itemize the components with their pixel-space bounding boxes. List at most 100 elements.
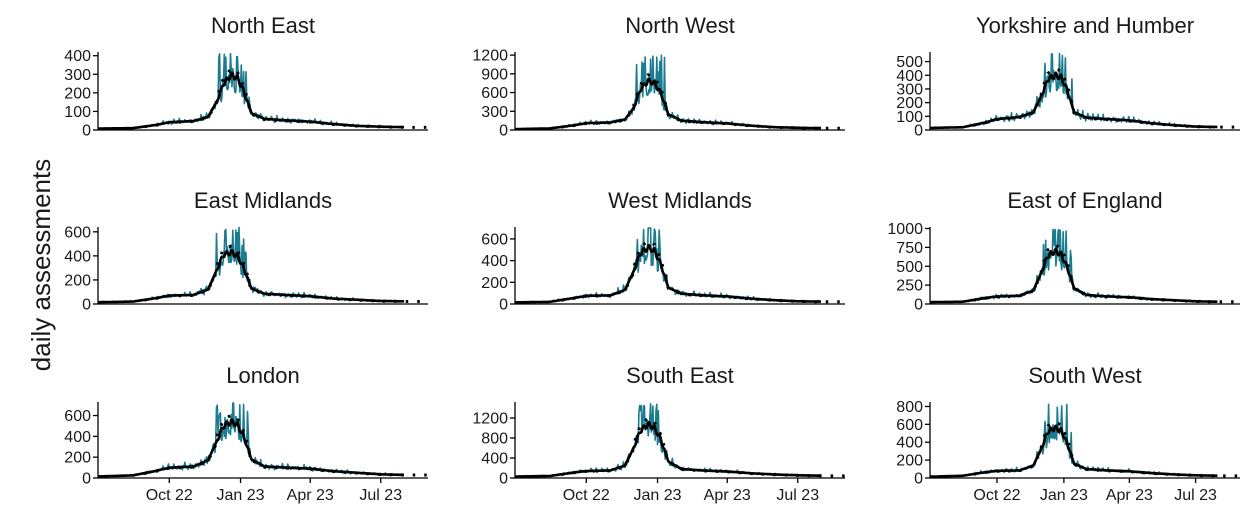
y-tick-label: 100 [64, 104, 91, 121]
panel: West Midlands 0 200 400 600 [481, 188, 845, 314]
y-tick-label: 0 [82, 471, 91, 488]
x-tick-label: Oct 22 [563, 487, 610, 504]
panel-title: North West [625, 13, 735, 38]
y-tick-label: 400 [481, 253, 508, 270]
y-tick-label: 1000 [887, 221, 923, 238]
series-smoothed [929, 247, 1218, 304]
y-tick-label: 0 [82, 297, 91, 314]
y-tick-label: 0 [499, 297, 508, 314]
y-tick-label: 600 [481, 85, 508, 102]
y-tick-label: 600 [896, 417, 923, 434]
y-tick-label: 200 [481, 275, 508, 292]
series-raw-daily [514, 227, 822, 304]
y-tick-label: 400 [896, 68, 923, 85]
series-smoothed [514, 243, 822, 304]
y-tick-label: 600 [64, 224, 91, 241]
series-smoothed [97, 418, 405, 478]
y-tick-label: 0 [82, 123, 91, 140]
y-tick-label: 200 [896, 95, 923, 112]
panel-title: East of England [1007, 188, 1162, 213]
y-tick-label: 500 [896, 259, 923, 276]
y-tick-label: 1200 [472, 48, 508, 65]
series-smoothed [514, 421, 822, 478]
x-tick-label: Apr 23 [1106, 487, 1153, 504]
panel: East of England 0 250 500 750 1000 [887, 188, 1240, 314]
series-raw-daily [97, 226, 405, 304]
y-tick-label: 400 [896, 435, 923, 452]
x-tick-label: Jan 23 [217, 487, 265, 504]
x-tick-label: Jan 23 [634, 487, 682, 504]
x-tick-label: Jul 23 [776, 487, 819, 504]
series-raw-daily [514, 403, 822, 478]
y-tick-label: 800 [481, 431, 508, 448]
x-tick-label: Jul 23 [359, 487, 402, 504]
panel-title: London [226, 363, 299, 388]
y-tick-label: 400 [64, 48, 91, 65]
series-predicted [561, 238, 845, 304]
y-tick-label: 400 [64, 429, 91, 446]
panel-title: North East [211, 13, 315, 38]
y-tick-label: 300 [481, 104, 508, 121]
y-tick-label: 0 [914, 297, 923, 314]
panel: London 0 200 400 600 Oct 22 Jan 23 Apr 23 Jul 23 [64, 363, 428, 504]
y-tick-label: 250 [896, 278, 923, 295]
y-tick-label: 200 [896, 453, 923, 470]
y-tick-label: 600 [64, 408, 91, 425]
panel: South East 0 400 800 1200 Oct 22 Jan 23 Apr 23 J… [472, 363, 845, 504]
series-raw-daily [929, 52, 1218, 130]
panel: East Midlands 0 200 400 600 [64, 188, 428, 314]
y-axis-label: daily assessments [26, 159, 56, 371]
panel-title: Yorkshire and Humber [976, 13, 1194, 38]
x-tick-label: Oct 22 [146, 487, 193, 504]
y-tick-label: 400 [64, 248, 91, 265]
y-tick-label: 0 [499, 123, 508, 140]
series-predicted [561, 416, 845, 478]
series-raw-daily [97, 52, 405, 130]
y-tick-label: 1200 [472, 411, 508, 428]
panel-title: South West [1028, 363, 1141, 388]
y-tick-label: 200 [64, 272, 91, 289]
x-tick-label: Jan 23 [1040, 487, 1088, 504]
y-tick-label: 0 [914, 471, 923, 488]
series-smoothed [514, 77, 822, 131]
y-tick-label: 0 [499, 471, 508, 488]
series-predicted [144, 66, 428, 129]
series-smoothed [97, 248, 405, 304]
panel-title: East Midlands [194, 188, 332, 213]
y-tick-label: 750 [896, 240, 923, 257]
series-raw-daily [929, 228, 1218, 304]
y-tick-label: 0 [914, 123, 923, 140]
y-tick-label: 800 [896, 399, 923, 416]
series-predicted [144, 244, 428, 303]
y-tick-label: 500 [896, 54, 923, 71]
series-smoothed [97, 71, 405, 130]
panel-title: South East [626, 363, 734, 388]
x-tick-label: Jul 23 [1174, 487, 1217, 504]
y-tick-label: 600 [481, 231, 508, 248]
y-tick-label: 900 [481, 66, 508, 83]
y-tick-label: 200 [64, 85, 91, 102]
series-smoothed [929, 424, 1218, 478]
y-tick-label: 300 [896, 81, 923, 98]
series-raw-daily [929, 403, 1218, 478]
y-tick-label: 200 [64, 450, 91, 467]
y-tick-label: 300 [64, 67, 91, 84]
x-tick-label: Apr 23 [287, 487, 334, 504]
series-predicted [561, 72, 845, 130]
series-raw-daily [514, 54, 822, 130]
panel-title: West Midlands [608, 188, 752, 213]
series-predicted [973, 243, 1240, 304]
series-smoothed [929, 71, 1218, 130]
x-tick-label: Oct 22 [973, 487, 1020, 504]
x-tick-label: Apr 23 [704, 487, 751, 504]
series-raw-daily [97, 402, 405, 478]
y-tick-label: 100 [896, 109, 923, 126]
series-predicted [973, 420, 1240, 478]
y-tick-label: 400 [481, 451, 508, 468]
